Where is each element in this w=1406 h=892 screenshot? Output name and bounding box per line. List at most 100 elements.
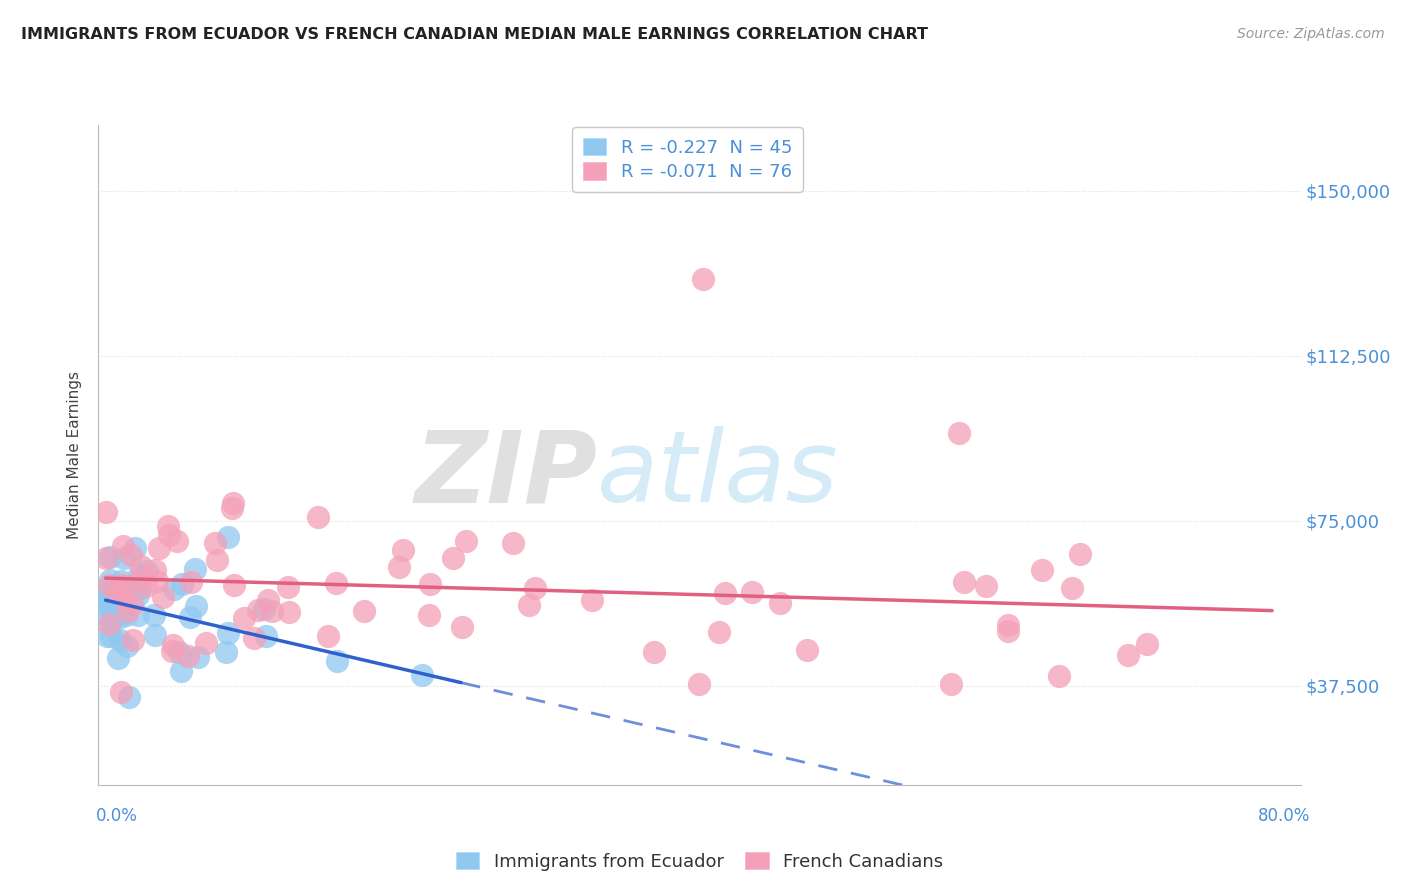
Point — [353, 603, 375, 617]
Point — [163, 582, 186, 597]
Point — [688, 677, 710, 691]
Point — [502, 535, 524, 549]
Point — [176, 648, 198, 663]
Point — [157, 528, 180, 542]
Point — [96, 630, 118, 644]
Point — [115, 608, 138, 623]
Point — [246, 602, 269, 616]
Point — [204, 535, 226, 549]
Point — [418, 608, 440, 623]
Point — [194, 635, 217, 649]
Point — [98, 617, 121, 632]
Point — [456, 533, 478, 548]
Point — [122, 632, 145, 647]
Point — [100, 614, 122, 628]
Point — [451, 620, 474, 634]
Point — [107, 651, 129, 665]
Point — [98, 573, 121, 587]
Point — [441, 550, 464, 565]
Point — [392, 542, 415, 557]
Point — [124, 541, 146, 556]
Point — [172, 577, 194, 591]
Point — [325, 576, 347, 591]
Text: 0.0%: 0.0% — [96, 807, 138, 825]
Point — [517, 598, 540, 612]
Point — [167, 644, 190, 658]
Point — [277, 581, 299, 595]
Point — [112, 582, 135, 596]
Point — [769, 596, 792, 610]
Text: Source: ZipAtlas.com: Source: ZipAtlas.com — [1237, 27, 1385, 41]
Point — [100, 604, 122, 618]
Text: atlas: atlas — [598, 426, 839, 524]
Point — [98, 578, 121, 592]
Point — [96, 591, 118, 605]
Point — [110, 610, 132, 624]
Point — [953, 574, 976, 589]
Point — [232, 611, 254, 625]
Point — [128, 574, 150, 588]
Point — [1136, 636, 1159, 650]
Point — [1060, 581, 1083, 595]
Point — [974, 579, 997, 593]
Point — [205, 553, 228, 567]
Point — [948, 425, 970, 440]
Point — [121, 597, 143, 611]
Point — [179, 609, 201, 624]
Point — [98, 601, 121, 615]
Point — [110, 684, 132, 698]
Point — [221, 501, 243, 516]
Point — [388, 560, 411, 574]
Point — [117, 604, 139, 618]
Point — [242, 631, 264, 645]
Point — [411, 668, 433, 682]
Point — [97, 594, 120, 608]
Point — [217, 530, 239, 544]
Point — [997, 624, 1019, 638]
Point — [215, 645, 238, 659]
Point — [96, 609, 118, 624]
Point — [1069, 548, 1091, 562]
Y-axis label: Median Male Earnings: Median Male Earnings — [67, 371, 83, 539]
Point — [692, 272, 714, 286]
Point — [127, 588, 149, 602]
Point — [643, 645, 665, 659]
Point — [262, 604, 284, 618]
Point — [108, 599, 131, 613]
Point — [152, 591, 174, 605]
Point — [97, 584, 120, 599]
Point — [98, 549, 121, 564]
Point — [143, 563, 166, 577]
Point — [110, 574, 132, 588]
Point — [277, 606, 299, 620]
Point — [524, 582, 547, 596]
Point — [98, 580, 121, 594]
Point — [307, 510, 329, 524]
Point — [1116, 648, 1139, 662]
Point — [118, 690, 141, 704]
Point — [316, 629, 339, 643]
Point — [217, 626, 239, 640]
Point — [120, 548, 142, 562]
Point — [170, 664, 193, 678]
Point — [939, 677, 962, 691]
Point — [94, 551, 117, 566]
Text: IMMIGRANTS FROM ECUADOR VS FRENCH CANADIAN MEDIAN MALE EARNINGS CORRELATION CHAR: IMMIGRANTS FROM ECUADOR VS FRENCH CANADI… — [21, 27, 928, 42]
Point — [1031, 563, 1053, 577]
Point — [257, 592, 280, 607]
Point — [143, 628, 166, 642]
Point — [1047, 669, 1070, 683]
Point — [94, 505, 117, 519]
Point — [581, 593, 603, 607]
Point — [187, 650, 209, 665]
Point — [104, 582, 127, 597]
Point — [156, 518, 179, 533]
Point — [326, 654, 349, 668]
Point — [142, 608, 165, 623]
Point — [253, 602, 276, 616]
Point — [166, 534, 188, 549]
Point — [148, 541, 170, 555]
Point — [419, 576, 441, 591]
Point — [160, 644, 183, 658]
Legend: Immigrants from Ecuador, French Canadians: Immigrants from Ecuador, French Canadian… — [444, 841, 955, 881]
